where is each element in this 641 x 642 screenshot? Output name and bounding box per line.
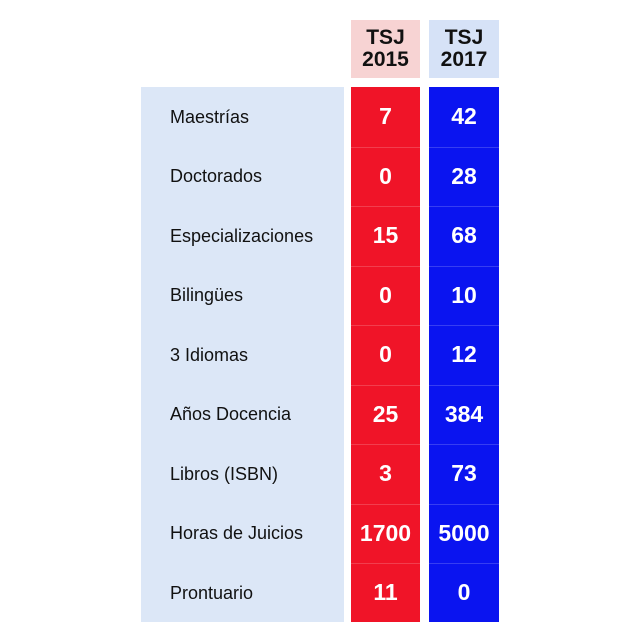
value-2015: 0: [379, 341, 392, 367]
row-divider: [429, 206, 499, 207]
row-divider: [429, 266, 499, 267]
column-2015-panel: [351, 87, 420, 622]
row-divider: [429, 325, 499, 326]
header-tsj-2015: TSJ 2015: [351, 20, 420, 78]
value-2017: 12: [451, 341, 477, 367]
value-2015: 3: [379, 460, 392, 486]
row-divider: [351, 147, 420, 148]
column-2017-panel: [429, 87, 499, 622]
value-2015: 0: [379, 162, 392, 189]
row-label: Prontuario: [170, 582, 254, 603]
row-divider: [351, 385, 420, 386]
value-2015: 15: [372, 222, 399, 248]
row-divider: [429, 385, 499, 386]
row-divider: [351, 325, 420, 326]
value-2017: 73: [451, 460, 477, 486]
value-2015: 1700: [359, 519, 412, 546]
row-label: Bilingües: [170, 285, 244, 305]
value-2017: 384: [444, 400, 484, 427]
row-divider: [351, 266, 420, 267]
row-divider: [429, 147, 499, 148]
value-2015: 0: [379, 281, 392, 308]
value-2017: 5000: [438, 519, 490, 546]
row-divider: [351, 444, 420, 445]
value-2017: 42: [451, 103, 477, 129]
value-2017: 10: [451, 281, 477, 308]
row-label: Maestrías: [170, 106, 250, 127]
row-label: Doctorados: [170, 166, 263, 186]
row-label: Libros (ISBN): [170, 463, 279, 484]
row-divider: [429, 504, 499, 505]
row-label: 3 Idiomas: [170, 344, 249, 365]
value-2017: 0: [457, 579, 471, 605]
value-2017: 28: [451, 162, 477, 189]
header-2015-line2: 2015: [362, 48, 409, 71]
value-2015: 11: [373, 579, 398, 605]
header-tsj-2017: TSJ 2017: [429, 20, 499, 78]
value-2017: 68: [451, 222, 477, 248]
value-2015: 7: [379, 103, 392, 129]
header-2017-line2: 2017: [440, 48, 488, 71]
label-panel: [141, 87, 344, 622]
value-2015: 25: [372, 400, 399, 427]
row-divider: [429, 563, 499, 564]
row-divider: [351, 206, 420, 207]
row-label: Años Docencia: [170, 404, 292, 424]
row-label: Horas de Juicios: [170, 523, 304, 543]
row-divider: [351, 504, 420, 505]
row-divider: [351, 563, 420, 564]
header-2015-line1: TSJ: [366, 26, 405, 49]
row-divider: [429, 444, 499, 445]
row-label: Especializaciones: [170, 225, 314, 246]
header-2017-line1: TSJ: [444, 26, 484, 49]
